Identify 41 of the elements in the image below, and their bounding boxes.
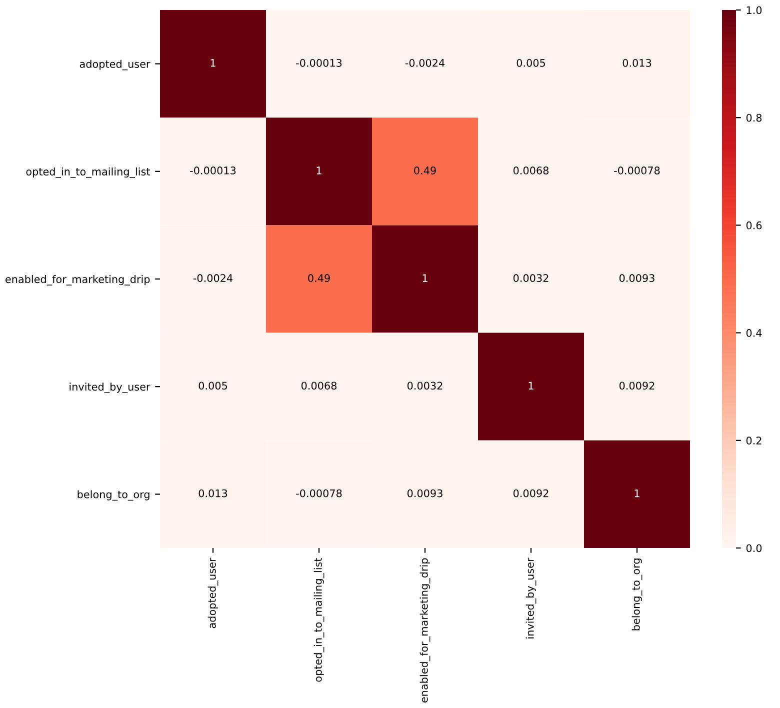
data-label: 0.49: [414, 166, 436, 174]
y-tick-label: invited_by_user: [70, 382, 150, 394]
data-label: 0.0093: [407, 489, 442, 498]
y-tick-label: adopted_user: [80, 60, 150, 70]
data-label: 0.013: [622, 58, 652, 67]
x-tick-label: belong_to_org: [632, 558, 642, 630]
data-label: 0.0032: [407, 382, 442, 390]
color-bar-label: 0.0: [746, 544, 762, 552]
color-bar-label: 0.8: [746, 114, 762, 122]
data-label: 0.0032: [513, 274, 548, 282]
x-tick-label: invited_by_user: [526, 558, 536, 638]
data-label: 0.005: [516, 58, 545, 67]
data-label: 0.013: [198, 489, 228, 498]
data-label: 1: [634, 489, 640, 498]
y-tick-label: enabled_for_marketing_drip: [6, 275, 150, 286]
data-label: 0.0093: [619, 274, 654, 282]
data-label: 1: [210, 59, 216, 67]
data-label: 1: [316, 166, 322, 174]
data-label: 0.0068: [513, 166, 549, 174]
data-label: 0.0068: [301, 382, 337, 390]
data-label: -0.00078: [296, 489, 342, 498]
color-bar-label: 1.0: [746, 6, 762, 14]
data-label: 1: [528, 382, 534, 390]
x-tick-label: opted_in_to_mailing_list: [314, 558, 324, 682]
data-label: -0.0024: [405, 58, 445, 67]
data-label: 0.0092: [619, 382, 654, 390]
x-tick-label: enabled_for_marketing_drip: [420, 558, 430, 702]
y-tick-label: belong_to_org: [78, 490, 150, 501]
data-label: -0.00078: [614, 166, 660, 174]
x-tick-label: adopted_user: [208, 558, 218, 628]
data-label: -0.0024: [193, 274, 233, 282]
data-label: -0.00013: [190, 166, 236, 174]
data-label: 0.49: [308, 274, 330, 282]
data-label: 1: [422, 274, 428, 282]
data-label: -0.00013: [296, 58, 342, 67]
data-label: 0.005: [198, 382, 227, 390]
y-tick-label: opted_in_to_mailing_list: [26, 167, 150, 178]
data-label: 0.0092: [513, 489, 548, 498]
color-bar-label: 0.2: [746, 436, 762, 445]
color-bar-label: 0.4: [746, 329, 762, 337]
color-bar-label: 0.6: [746, 221, 762, 230]
